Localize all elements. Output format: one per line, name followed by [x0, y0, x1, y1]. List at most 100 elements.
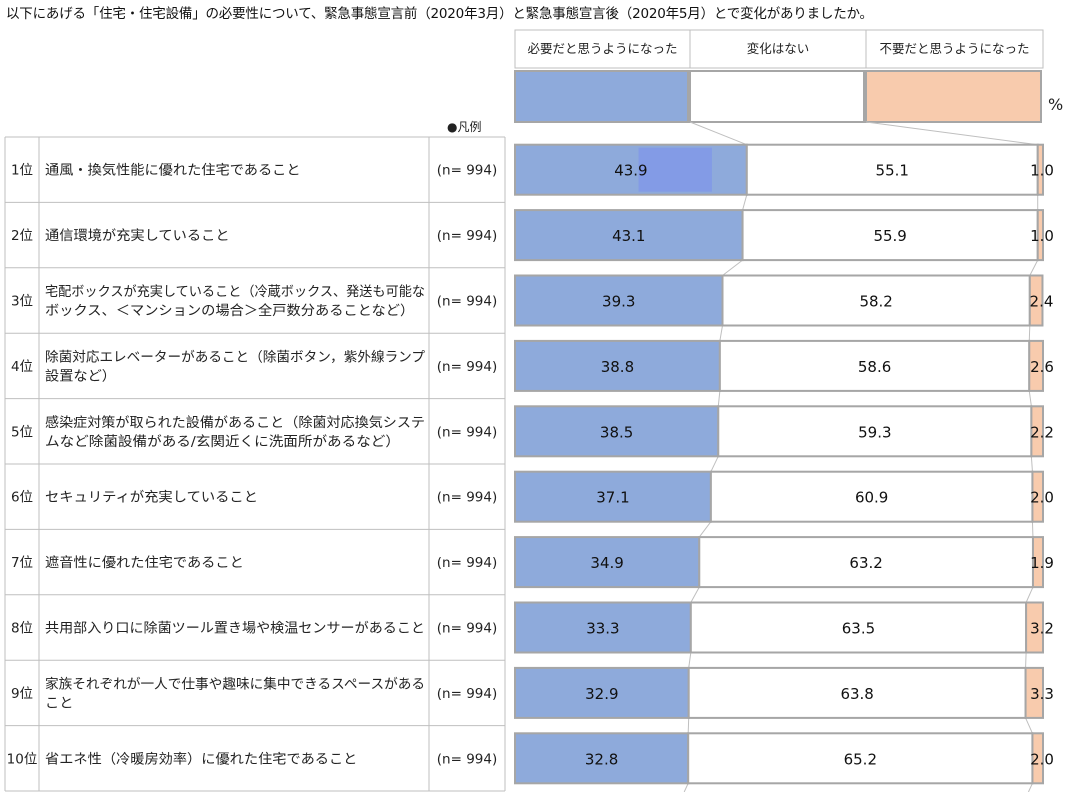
value-label: 63.8 — [840, 685, 873, 703]
value-label: 55.1 — [876, 162, 909, 180]
connector-line — [689, 121, 747, 146]
connector-line — [690, 586, 700, 603]
value-label: 34.9 — [590, 554, 623, 572]
category-label: 共用部入り口に除菌ツール置き場や検温センサーがあること — [45, 621, 425, 637]
category-label: 通信環境が充実していること — [45, 228, 230, 244]
bar-segment-needed — [514, 732, 690, 785]
bar-segment-needed — [514, 274, 724, 327]
value-label: 2.6 — [1030, 358, 1054, 376]
bar-segment-not-needed — [1031, 732, 1044, 785]
legend-series-name: 不要だと思うようになった — [879, 41, 1029, 56]
unit-label: % — [1048, 95, 1063, 114]
connector-line — [717, 390, 721, 407]
rank-label: 3位 — [11, 294, 33, 310]
value-label: 1.9 — [1030, 554, 1054, 572]
rank-label: 1位 — [11, 163, 33, 179]
category-label: こと — [45, 695, 73, 711]
bar-highlight — [638, 147, 712, 192]
value-label: 60.9 — [855, 489, 888, 507]
connector-line — [1025, 586, 1034, 603]
connector-line — [1031, 521, 1034, 538]
value-label: 32.9 — [585, 685, 618, 703]
value-label: 43.9 — [614, 162, 647, 180]
n-label: (n= 994) — [437, 359, 497, 375]
value-label: 2.4 — [1030, 293, 1054, 311]
connector-line — [1028, 325, 1031, 341]
bar-segment-not-needed — [1031, 470, 1044, 523]
connector-line — [1025, 652, 1027, 668]
connector-line — [1030, 456, 1033, 472]
value-label: 32.8 — [585, 750, 618, 768]
connector-line — [688, 652, 692, 668]
value-label: 3.2 — [1030, 620, 1054, 638]
n-label: (n= 994) — [437, 424, 497, 440]
n-label: (n= 994) — [437, 294, 497, 310]
value-label: 55.9 — [873, 227, 906, 245]
category-label: 感染症対策が取られた設備があること（除菌対応換気システ — [45, 414, 425, 431]
n-label: (n= 994) — [437, 751, 497, 767]
category-label: 設置など） — [45, 368, 116, 384]
n-label: (n= 994) — [437, 686, 497, 702]
bar-segment-needed — [514, 666, 690, 719]
bar-segment-no-change — [717, 405, 1033, 458]
value-label: 38.5 — [600, 423, 633, 441]
connector-line — [710, 456, 719, 472]
rank-label: 7位 — [11, 555, 33, 571]
category-table: 1位 通風・換気性能に優れた住宅であること (n= 994) 2位 通信環境が充実してい… — [4, 136, 506, 792]
value-label: 58.6 — [858, 358, 891, 376]
connector-line — [683, 783, 689, 792]
category-label: ボックス、＜マンションの場合＞全戸数分あることなど） — [45, 302, 414, 319]
value-label: 59.3 — [858, 423, 891, 441]
legend-swatch — [514, 70, 689, 123]
rank-label: 8位 — [11, 621, 33, 637]
rank-label: 2位 — [11, 228, 33, 244]
connector-line — [722, 259, 743, 276]
n-label: (n= 994) — [437, 555, 497, 571]
connector-line — [1027, 783, 1033, 792]
bar-segment-not-needed — [1030, 405, 1045, 458]
bar-segment-not-needed — [1036, 209, 1044, 262]
value-labels: 43.9 55.1 1.0 43.1 55.9 1.0 39.3 58.2 2.4 38.8 58.… — [585, 162, 1054, 769]
bar-segment-not-needed — [1028, 339, 1044, 392]
rank-label: 6位 — [11, 490, 33, 506]
connector-line — [719, 325, 723, 341]
value-label: 2.0 — [1030, 489, 1054, 507]
rank-label: 5位 — [11, 424, 33, 440]
value-label: 39.3 — [602, 293, 635, 311]
connector-line — [1029, 259, 1039, 276]
value-label: 33.3 — [586, 620, 619, 638]
bar-segment-no-change — [698, 536, 1034, 589]
category-label: 家族それぞれが一人で仕事や趣味に集中できるスペースがある — [45, 675, 425, 692]
rank-label: 9位 — [11, 686, 33, 702]
rank-label: 10位 — [7, 751, 38, 767]
value-label: 65.2 — [844, 750, 877, 768]
connector-line — [865, 121, 1038, 146]
connector-line — [698, 521, 712, 538]
value-label: 37.1 — [596, 489, 629, 507]
n-label: (n= 994) — [437, 621, 497, 637]
category-label: ムなど除菌設備がある/玄関近くに洗面所があるなど） — [45, 433, 400, 450]
value-label: 38.8 — [601, 358, 634, 376]
bar-segment-needed — [514, 405, 720, 458]
bar-segment-needed — [514, 209, 744, 262]
bar-segment-needed — [514, 339, 721, 392]
bar-connectors — [683, 121, 1039, 792]
value-label: 58.2 — [859, 293, 892, 311]
rank-label: 4位 — [11, 359, 33, 375]
category-label: 遮音性に優れた住宅であること — [45, 554, 244, 571]
value-label: 2.2 — [1030, 423, 1054, 441]
value-label: 3.3 — [1030, 685, 1054, 703]
category-label: 通風・換気性能に優れた住宅であること — [45, 163, 301, 179]
bar-segment-not-needed — [1028, 274, 1044, 327]
category-label: セキュリティが充実していること — [45, 490, 258, 506]
value-label: 1.0 — [1030, 162, 1054, 180]
bar-segment-not-needed — [1024, 666, 1045, 719]
bar-segment-no-change — [718, 339, 1031, 392]
bar-segment-not-needed — [1025, 601, 1045, 654]
bar-segment-no-change — [687, 666, 1027, 719]
value-label: 63.5 — [842, 620, 875, 638]
bar-segment-no-change — [721, 274, 1031, 327]
n-label: (n= 994) — [437, 228, 497, 244]
legend: 必要だと思うようになった 変化はない 不要だと思うようになった% ●凡例 — [447, 29, 1063, 134]
connector-line — [1025, 717, 1033, 734]
